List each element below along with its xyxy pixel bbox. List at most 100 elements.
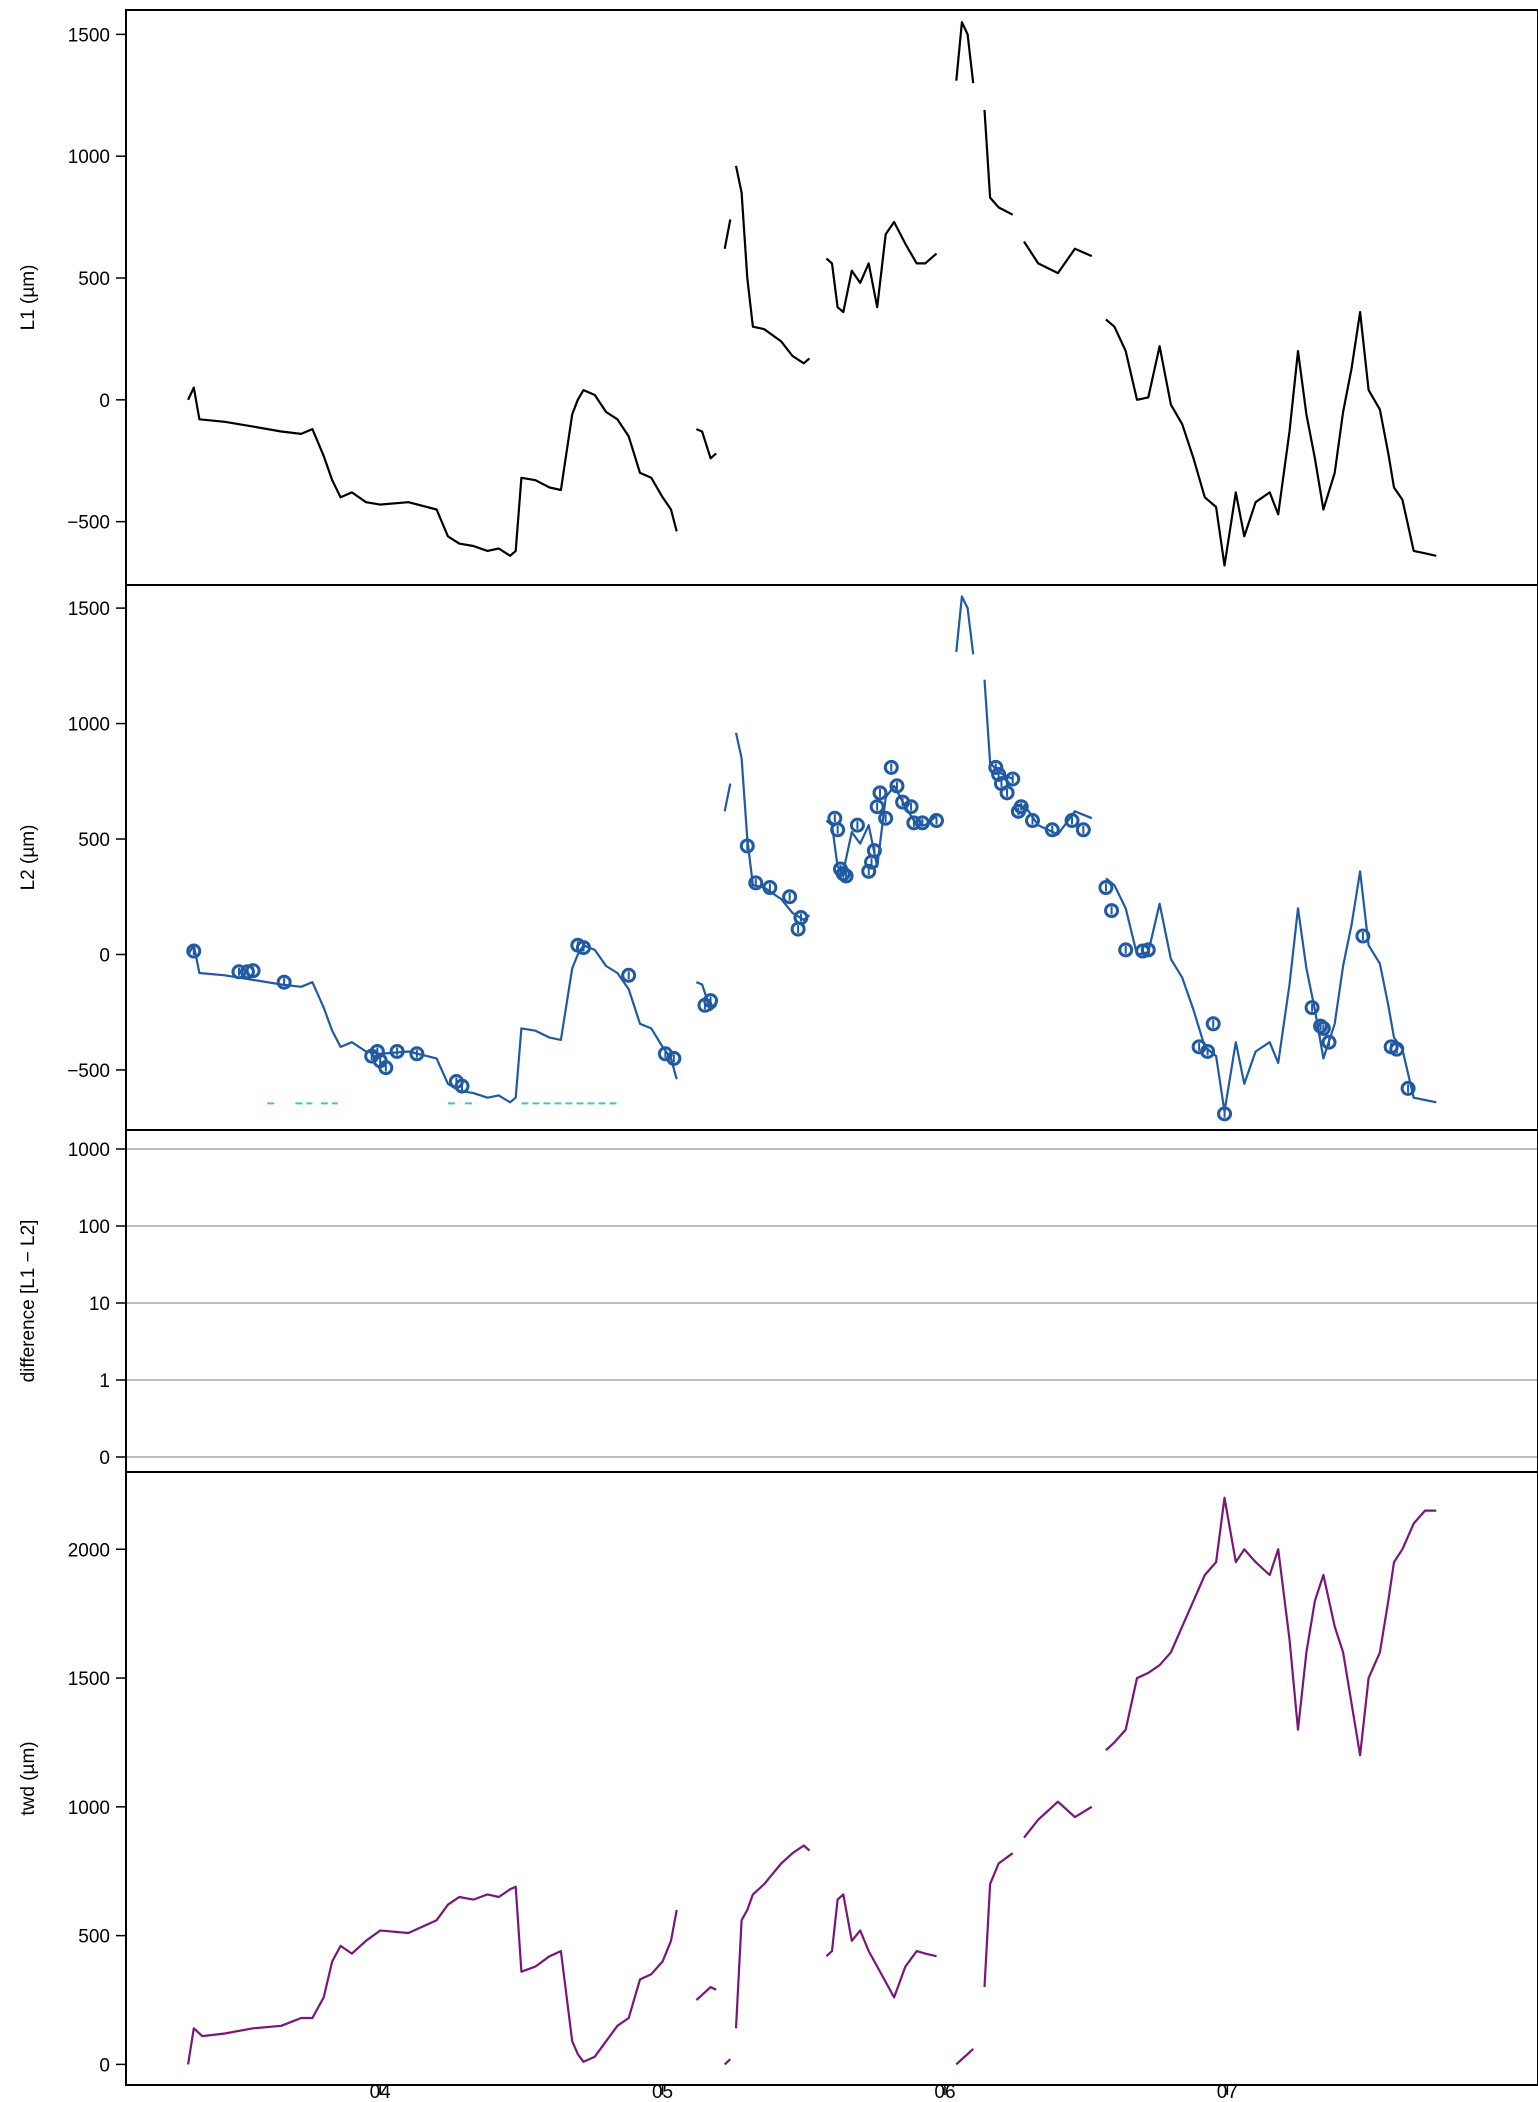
series-line-segment (723, 783, 732, 812)
panel-1: 1500 1000 500 0 −500 L1 (µm) (18, 9, 1538, 586)
data-point (830, 822, 846, 838)
y-tick-label: 500 (78, 830, 110, 851)
data-point (793, 910, 809, 926)
data-point (378, 1060, 394, 1076)
y-tick-label: 0 (99, 2055, 110, 2076)
data-point (1118, 942, 1134, 958)
data-point (999, 785, 1015, 801)
data-point (245, 963, 261, 979)
data-point (914, 815, 930, 831)
data-point (889, 778, 905, 794)
data-point (872, 785, 888, 801)
data-point (454, 1078, 470, 1094)
data-point (1075, 822, 1091, 838)
y-tick-label: 1000 (68, 715, 110, 736)
y-tick-label: 1500 (68, 1669, 110, 1690)
y-tick-label: 2000 (68, 1540, 110, 1561)
y-tick-label: 500 (78, 269, 110, 290)
series-line-segment (1105, 870, 1437, 1113)
data-point (869, 799, 885, 815)
series-line-segment (187, 386, 678, 557)
series-line-segment (955, 21, 975, 84)
data-point (739, 838, 755, 854)
data-point (1098, 880, 1114, 896)
data-point (1217, 1106, 1233, 1122)
y-tick-label: −500 (67, 1061, 110, 1082)
data-point (1005, 771, 1021, 787)
series-line-segment (1105, 311, 1437, 567)
data-point (369, 1043, 385, 1059)
series-line-segment (955, 595, 975, 655)
data-point (389, 1043, 405, 1059)
data-point (838, 868, 854, 884)
series-line-segment (723, 2058, 732, 2066)
series-line-segment (983, 109, 1014, 216)
y-tick-label: 0 (99, 391, 110, 412)
data-point (186, 943, 202, 959)
y-tick-label: 1000 (68, 147, 110, 168)
series-line-segment (983, 1852, 1014, 1988)
data-point (878, 810, 894, 826)
data-point (861, 863, 877, 879)
series-line-segment (1023, 240, 1093, 275)
series-line-segment (734, 1844, 811, 2029)
y-tick-label: 100 (78, 1217, 110, 1238)
data-point (1315, 1020, 1331, 1036)
data-point (991, 766, 1007, 782)
y-tick-label: 1500 (68, 25, 110, 46)
data-point (1205, 1016, 1221, 1032)
series-line-segment (695, 428, 717, 460)
series-line-segment (983, 679, 1014, 780)
data-point (1044, 822, 1060, 838)
data-point (1013, 799, 1029, 815)
data-point (703, 993, 719, 1009)
data-point (849, 817, 865, 833)
panel-frame (125, 1129, 1538, 1473)
y-axis-title: difference [L1 − L2] (18, 1220, 39, 1383)
data-point (231, 964, 247, 980)
x-tick-label: 06 (934, 2082, 955, 2102)
data-point (748, 875, 764, 891)
y-axis-title: L2 (µm) (18, 825, 39, 891)
y-axis-title: twd (µm) (18, 1741, 39, 1815)
y-axis-title: L1 (µm) (18, 265, 39, 331)
data-point (883, 759, 899, 775)
y-tick-label: 1500 (68, 599, 110, 620)
y-tick-label: 1 (99, 1371, 110, 1392)
data-point (988, 759, 1004, 775)
data-point (866, 843, 882, 859)
data-point (1200, 1043, 1216, 1059)
panel-frame (125, 1471, 1538, 2086)
series-line-segment (825, 1893, 937, 1999)
data-point (409, 1046, 425, 1062)
series-line-segment (825, 220, 938, 314)
y-tick-label: 1000 (68, 1140, 110, 1161)
panel-2: 1500 1000 500 0 −500 L2 (µm) (18, 584, 1538, 1131)
x-tick-label: 05 (652, 2082, 673, 2102)
data-point (1064, 813, 1080, 829)
y-tick-label: 0 (99, 1448, 110, 1469)
data-point (621, 967, 637, 983)
series-line-segment (187, 1885, 678, 2065)
y-tick-label: 500 (78, 1927, 110, 1948)
y-tick-label: −500 (67, 513, 110, 534)
x-tick-label: 07 (1217, 2082, 1238, 2102)
data-point (928, 813, 944, 829)
data-point (1355, 928, 1371, 944)
data-point (906, 815, 922, 831)
series-line-segment (734, 165, 811, 365)
data-point (1389, 1041, 1405, 1057)
data-point (575, 940, 591, 956)
series-line-segment (1105, 1496, 1437, 1757)
series-line-segment (723, 219, 732, 250)
series-line-segment (1023, 1800, 1093, 1839)
series-line-segment (955, 2048, 974, 2066)
series-line-segment (695, 1985, 717, 2001)
data-point (1400, 1080, 1416, 1096)
data-point (782, 889, 798, 905)
data-point (276, 974, 292, 990)
series-line-segment (187, 944, 678, 1104)
